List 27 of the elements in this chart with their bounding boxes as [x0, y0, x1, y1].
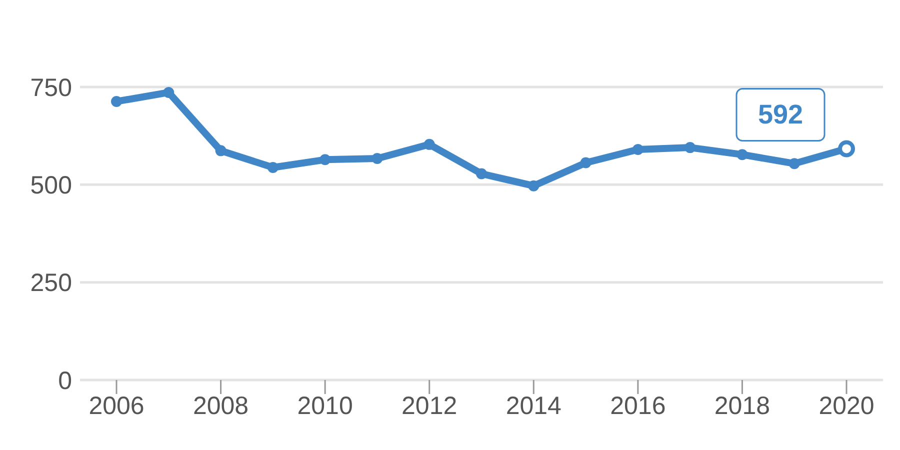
point	[684, 142, 696, 154]
point	[424, 138, 435, 150]
x-tick-label: 2016	[610, 392, 666, 420]
point	[215, 145, 226, 156]
point	[476, 168, 487, 180]
annotation: 592	[758, 100, 804, 130]
x-tick-label: 2014	[506, 392, 562, 420]
point	[320, 154, 331, 166]
point	[111, 96, 122, 107]
y-tick-label: 750	[30, 74, 72, 102]
x-tick-label: 2018	[714, 392, 770, 420]
y-tick-label: 500	[30, 172, 72, 200]
x-tick-label: 2008	[192, 392, 249, 420]
point	[267, 162, 278, 173]
x-tick-label: 2006	[88, 392, 144, 420]
point	[580, 157, 592, 168]
point	[632, 144, 644, 156]
point	[372, 152, 383, 164]
y-tick-label: 250	[30, 269, 72, 298]
x-tick-label: 2012	[402, 392, 458, 420]
point	[736, 149, 748, 160]
point	[788, 158, 800, 170]
y-tick-label: 0	[58, 366, 72, 395]
point	[163, 87, 174, 98]
x-tick-label: 2010	[297, 392, 353, 420]
x-tick-label: 2020	[818, 392, 874, 420]
point	[528, 180, 540, 192]
